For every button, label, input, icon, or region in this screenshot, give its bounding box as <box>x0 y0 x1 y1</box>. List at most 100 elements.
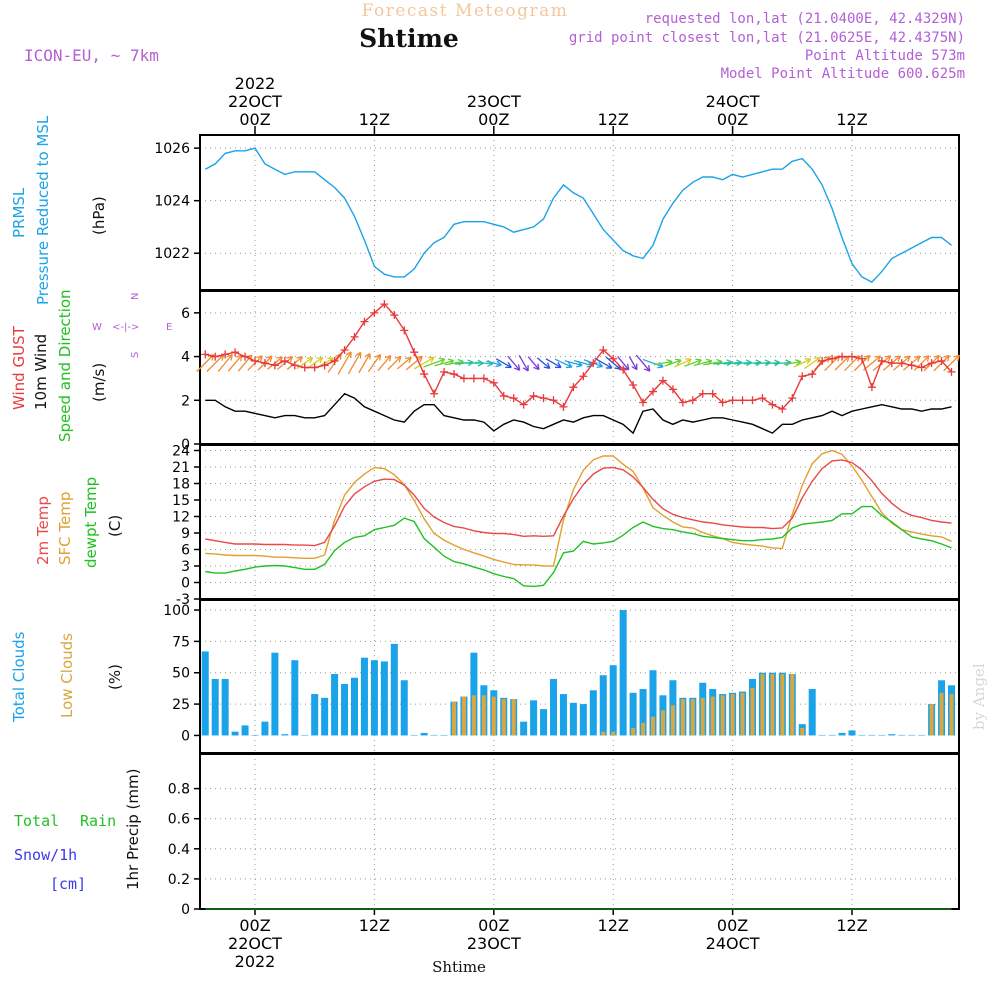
wind-arrow <box>635 354 651 372</box>
wind-arrow-head <box>513 367 520 371</box>
total-cloud-bar <box>848 730 856 736</box>
low-cloud-bar <box>690 699 695 736</box>
gust-point <box>758 394 767 403</box>
total-cloud-bar <box>808 689 816 736</box>
gust-point <box>499 391 508 400</box>
y-tick-label: 6 <box>181 543 190 559</box>
wind-arrow-shaft <box>423 358 446 368</box>
wind-arrow-head <box>259 355 263 362</box>
chart-plot-area: 1022102410260246-30369121518212402550751… <box>154 74 960 971</box>
low-cloud-bar <box>461 696 466 736</box>
gust-point <box>698 389 707 398</box>
gust-point <box>808 370 817 379</box>
gust-point <box>400 326 409 335</box>
wind-arrow-head <box>384 354 391 359</box>
wind-arrow-shaft <box>693 360 712 367</box>
low-cloud-bar <box>680 699 685 736</box>
wind-arrow-head <box>785 359 792 363</box>
wind-arrow-shaft <box>733 361 752 365</box>
total-cloud-bar <box>281 734 289 736</box>
low-cloud-bar <box>720 695 725 736</box>
wind-arrow-head <box>666 358 673 363</box>
wind-arrow-head <box>416 355 423 359</box>
y-tick-label: 0.2 <box>168 872 190 888</box>
wind-arrow-head <box>522 367 529 372</box>
wind-arrow-head <box>894 355 901 358</box>
y-tick-label: 75 <box>172 634 190 650</box>
model-point-altitude: Model Point Altitude 600.625m <box>721 66 965 82</box>
wind-arrow-head <box>487 363 494 367</box>
gust-point <box>380 300 389 309</box>
bottom-time-label: 00Z <box>478 916 509 935</box>
wind-arrow-shaft <box>495 358 512 369</box>
wind-arrow-head <box>355 351 361 357</box>
low-cloud-bar <box>651 716 655 736</box>
wind-arrow-head <box>533 366 540 371</box>
gust-point <box>529 391 538 400</box>
gust-point <box>778 405 787 414</box>
wind-arrow-shaft <box>913 355 930 372</box>
gust-point <box>420 370 429 379</box>
wind-arrow-head <box>221 354 225 361</box>
wind-arrow-head <box>230 354 233 361</box>
wind-arrow-shaft <box>773 361 792 365</box>
wind-arrow <box>943 354 960 372</box>
total-cloud-bar <box>311 694 319 736</box>
wind-arrow-shaft <box>474 361 493 365</box>
wind-arrow-head <box>897 355 901 362</box>
gridpoint-coordinates: grid point closest lon,lat (21.0625E, 42… <box>569 30 965 46</box>
gust-point <box>788 394 797 403</box>
wind-arrow-shaft <box>723 361 742 365</box>
wind-arrow-head <box>726 359 733 363</box>
total-cloud-bar <box>540 709 548 736</box>
wind-arrow-shaft <box>545 358 562 369</box>
wind-arrow-shaft <box>635 354 651 372</box>
total-cloud-bar <box>380 661 388 736</box>
total-cloud-bar <box>351 677 358 736</box>
top-time-label: 12Z <box>359 110 390 129</box>
gust-point <box>221 350 230 359</box>
gust-point <box>708 389 717 398</box>
gust-point <box>350 332 359 341</box>
total-cloud-bar <box>579 704 587 736</box>
wind-arrow <box>377 354 392 372</box>
wind-arrow <box>594 357 613 369</box>
total-cloud-bar <box>589 690 597 736</box>
top-time-label: 00Z <box>717 110 748 129</box>
total-cloud-bar <box>908 734 916 736</box>
wind-arrow-head <box>319 357 324 364</box>
wind-arrow-head <box>438 357 445 360</box>
gust-point <box>300 363 309 372</box>
wind-arrow-shaft <box>617 356 630 371</box>
wind-arrow-head <box>795 361 802 366</box>
gust-point <box>211 352 220 361</box>
wind-arrow-head <box>394 355 402 359</box>
cloud-label-unit: (%) <box>106 664 124 690</box>
gust-point <box>320 361 329 370</box>
wind-arrow-head <box>345 351 352 356</box>
gust-point <box>897 359 906 368</box>
wind-arrow-shaft <box>196 354 215 373</box>
wind-arrow-head <box>374 353 381 358</box>
cloud-label-low: Low Clouds <box>58 633 76 718</box>
t2m-temp-line <box>205 459 952 547</box>
y-tick-label: 15 <box>172 493 190 509</box>
top-time-label: 22OCT <box>228 92 282 111</box>
precip-label-axis: 1hr Precip (mm) <box>124 769 142 890</box>
wind-arrow-shaft <box>486 360 502 366</box>
wind-arrow-head <box>631 365 638 371</box>
wind-arrow-head <box>675 358 682 361</box>
wind-arrow-head <box>266 355 273 359</box>
gust-point <box>619 365 628 374</box>
total-cloud-bar <box>599 675 607 736</box>
pressure-label-prmsl: PRMSL <box>10 187 28 238</box>
low-cloud-bar <box>780 673 785 736</box>
model-name: ICON-EU, ~ 7km <box>24 46 159 65</box>
panel-0-frame <box>199 134 960 291</box>
gust-point <box>877 356 886 365</box>
wind-arrow <box>783 359 802 366</box>
gust-point <box>907 361 916 370</box>
gust-point <box>280 356 289 365</box>
low-cloud-bar <box>660 710 665 736</box>
low-cloud-bar <box>929 704 934 736</box>
